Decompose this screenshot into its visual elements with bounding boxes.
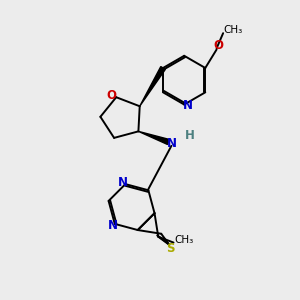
Text: N: N (183, 99, 193, 112)
Text: O: O (213, 40, 223, 52)
Text: N: N (108, 219, 118, 232)
Text: S: S (167, 242, 175, 255)
Text: CH₃: CH₃ (175, 235, 194, 244)
Text: CH₃: CH₃ (224, 25, 243, 34)
Polygon shape (138, 131, 169, 145)
Text: N: N (167, 137, 176, 150)
Text: N: N (118, 176, 128, 189)
Polygon shape (140, 67, 165, 106)
Text: O: O (106, 89, 116, 102)
Text: H: H (185, 129, 195, 142)
